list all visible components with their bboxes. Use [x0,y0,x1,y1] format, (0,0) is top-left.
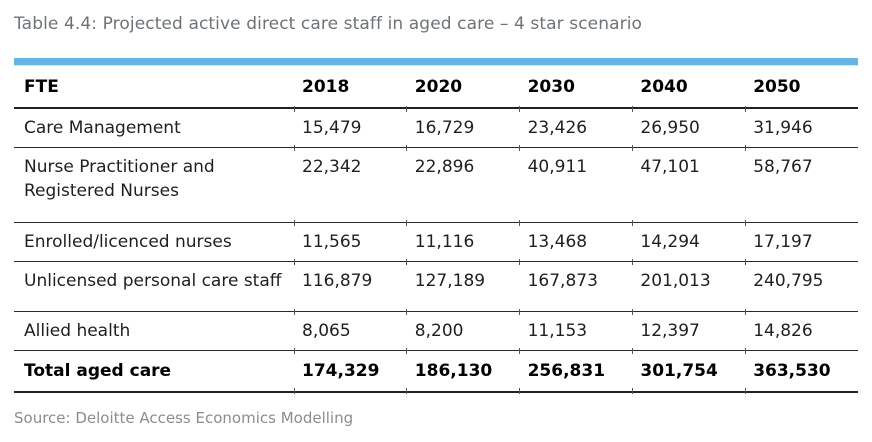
row-label: Care Management [14,108,294,149]
cell-value-total: 363,530 [744,347,858,394]
column-header-2050: 2050 [745,66,858,110]
table-title: Table 4.4: Projected active direct care … [14,14,643,34]
source-note: Source: Deloitte Access Economics Modell… [14,409,354,427]
cell-value-total: 256,831 [519,347,633,394]
cell-value: 240,795 [744,258,858,312]
table-body: Care Management 15,479 16,729 23,426 26,… [14,105,858,394]
cell-value-total: 174,329 [293,347,407,394]
row-label: Allied health [14,311,294,351]
cell-value: 16,729 [406,105,520,149]
cell-value-total: 301,754 [631,347,746,394]
table-header: FTE 2018 2020 2030 2040 2050 [14,66,858,110]
accent-bar [14,58,858,66]
table-row-nurse-practitioner-registered-nurses: Nurse Practitioner and Registered Nurses… [14,144,858,223]
table-row-unlicensed-personal-care-staff: Unlicensed personal care staff 116,879 1… [14,258,858,312]
column-header-fte: FTE [14,66,294,110]
column-header-2020: 2020 [406,66,520,110]
cell-value: 8,200 [406,308,520,351]
table-row-allied-health: Allied health 8,065 8,200 11,153 12,397 … [14,308,858,351]
cell-value: 31,946 [744,105,858,149]
cell-value: 12,397 [631,308,746,351]
cell-value: 22,896 [406,144,520,223]
cell-value: 127,189 [406,258,520,312]
cell-value: 13,468 [519,218,633,262]
column-header-2040: 2040 [632,66,746,110]
cell-value: 14,826 [744,308,858,351]
cell-value: 17,197 [744,218,858,262]
header-row: FTE 2018 2020 2030 2040 2050 [14,66,858,110]
cell-value: 11,116 [406,218,520,262]
cell-value: 23,426 [519,105,633,149]
cell-value: 47,101 [631,144,746,223]
row-label: Enrolled/licenced nurses [14,222,294,262]
table-row-care-management: Care Management 15,479 16,729 23,426 26,… [14,105,858,149]
column-header-2018: 2018 [294,66,407,110]
cell-value-total: 186,130 [406,347,520,394]
cell-value: 8,065 [293,308,407,351]
cell-value: 58,767 [744,144,858,223]
cell-value: 22,342 [293,144,407,223]
table-row-enrolled-licenced-nurses: Enrolled/licenced nurses 11,565 11,116 1… [14,218,858,262]
cell-value: 26,950 [631,105,746,149]
table-row-total-aged-care: Total aged care 174,329 186,130 256,831 … [14,347,858,394]
cell-value: 11,153 [519,308,633,351]
staff-projection-table: FTE 2018 2020 2030 2040 2050 Care Manage… [14,66,858,394]
cell-value: 11,565 [293,218,407,262]
cell-value: 116,879 [293,258,407,312]
cell-value: 14,294 [631,218,746,262]
cell-value: 201,013 [631,258,746,312]
cell-value: 167,873 [519,258,633,312]
row-label: Nurse Practitioner and Registered Nurses [14,147,294,223]
cell-value: 15,479 [293,105,407,149]
row-label-total: Total aged care [14,350,294,393]
row-label: Unlicensed personal care staff [14,261,294,312]
cell-value: 40,911 [519,144,633,223]
column-header-2030: 2030 [519,66,633,110]
